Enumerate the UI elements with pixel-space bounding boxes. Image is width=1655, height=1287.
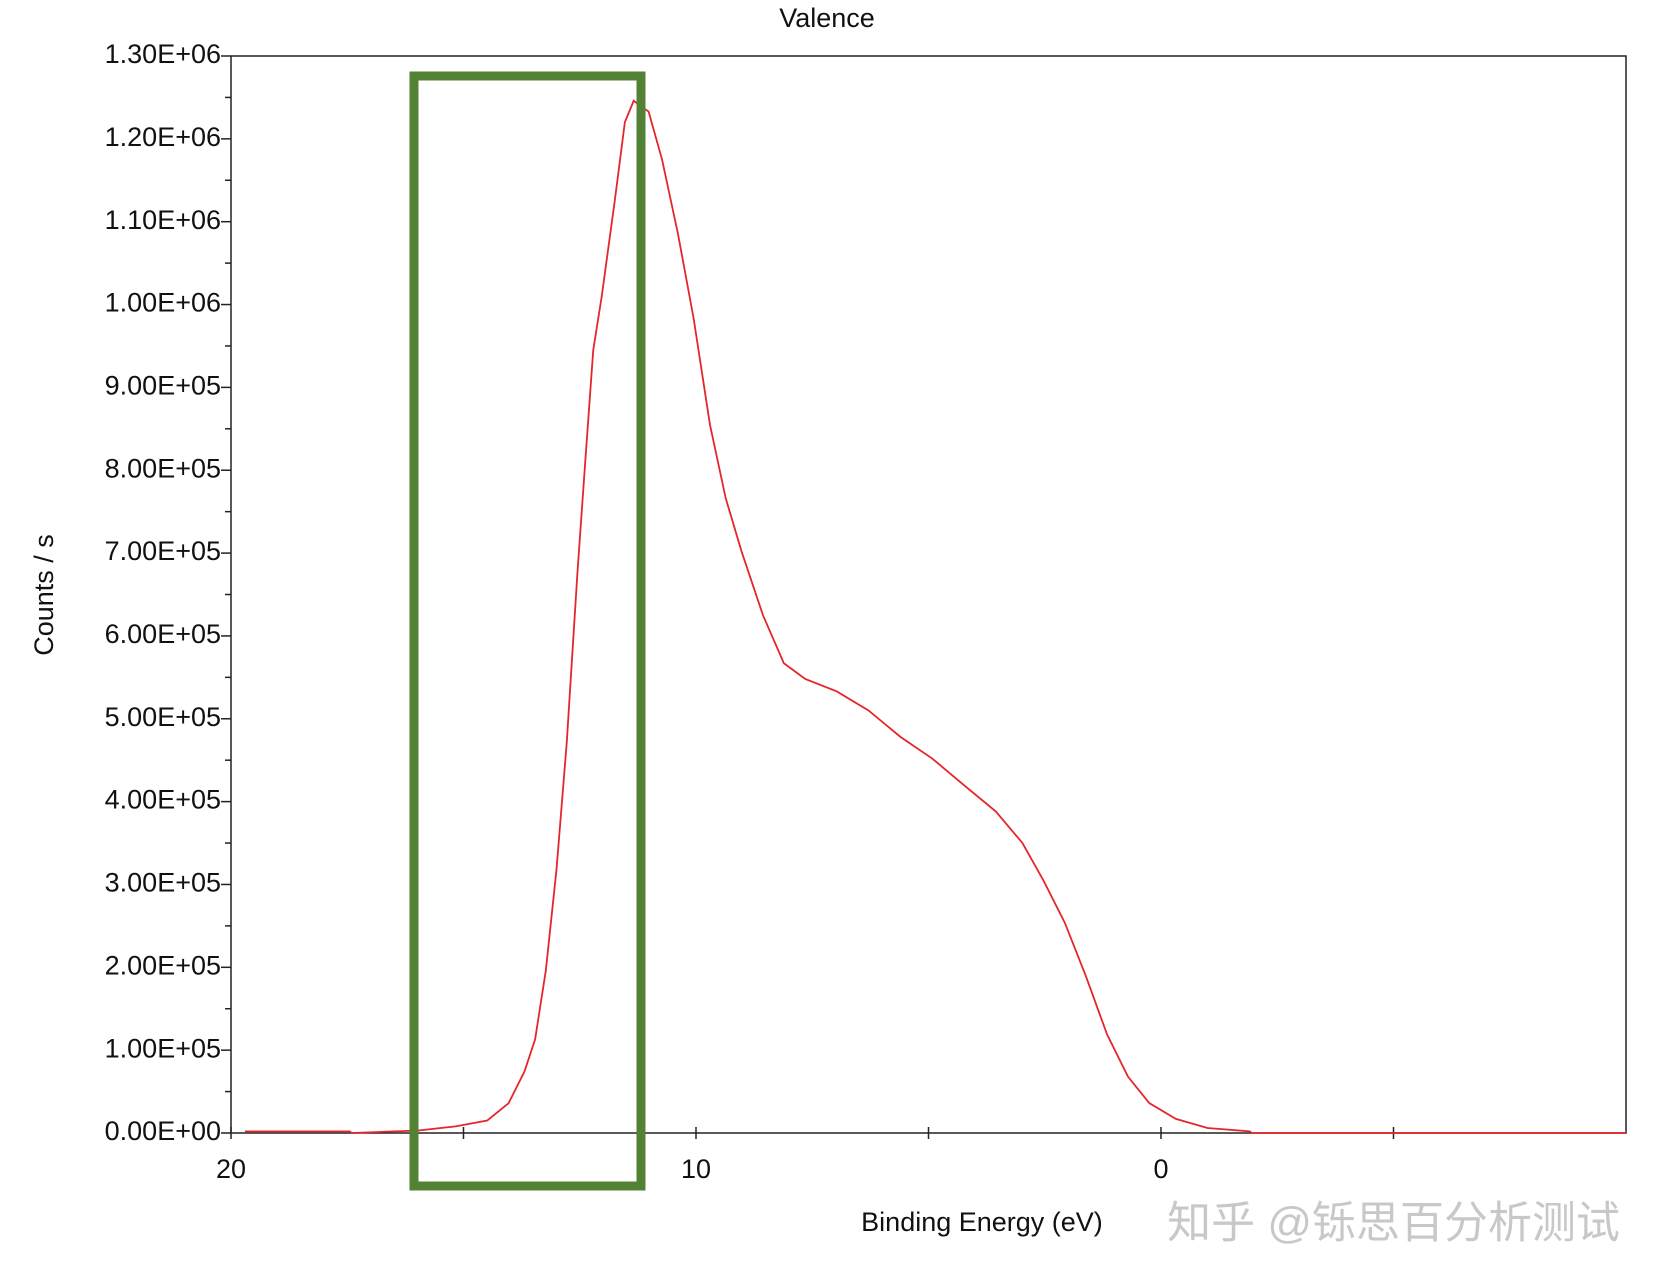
chart-title: Valence: [779, 3, 875, 33]
marks: 0.00E+00 1.00E+05 2.00E+05 3.00E+05 4.00E+05…: [105, 39, 1626, 1184]
y-tick-label: 1.20E+06: [105, 122, 221, 152]
x-tick-label: 10: [681, 1154, 711, 1184]
y-tick-label: 8.00E+05: [105, 453, 221, 483]
watermark: 知乎 @铄思百分析测试: [1167, 1199, 1620, 1248]
y-tick-label: 7.00E+05: [105, 536, 221, 566]
y-tick-label: 5.00E+05: [105, 702, 221, 732]
y-tick-label: 2.00E+05: [105, 950, 221, 980]
y-tick-label: 1.00E+06: [105, 288, 221, 318]
y-axis-label: Counts / s: [29, 534, 59, 656]
spectrum-line: [244, 99, 1626, 1134]
x-tick-label: 20: [216, 1154, 246, 1184]
y-tick-label: 0.00E+00: [105, 1116, 221, 1146]
x-axis-label: Binding Energy (eV): [861, 1207, 1103, 1237]
y-tick-label: 4.00E+05: [105, 785, 221, 815]
highlight-box: [409, 71, 646, 1191]
y-tick-label: 3.00E+05: [105, 868, 221, 898]
y-tick-label: 1.10E+06: [105, 205, 221, 235]
y-tick-label: 9.00E+05: [105, 371, 221, 401]
x-tick-label: 0: [1153, 1154, 1168, 1184]
plot-frame: [230, 55, 1627, 1134]
y-tick-label: 1.30E+06: [105, 39, 221, 69]
y-tick-label: 6.00E+05: [105, 619, 221, 649]
y-tick-label: 1.00E+05: [105, 1033, 221, 1063]
